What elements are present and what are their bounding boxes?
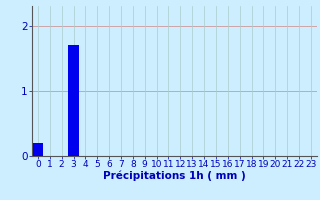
Bar (33, 143, 43, 156)
X-axis label: Précipitations 1h ( mm ): Précipitations 1h ( mm ) (103, 171, 246, 181)
Bar (68, 45, 79, 156)
